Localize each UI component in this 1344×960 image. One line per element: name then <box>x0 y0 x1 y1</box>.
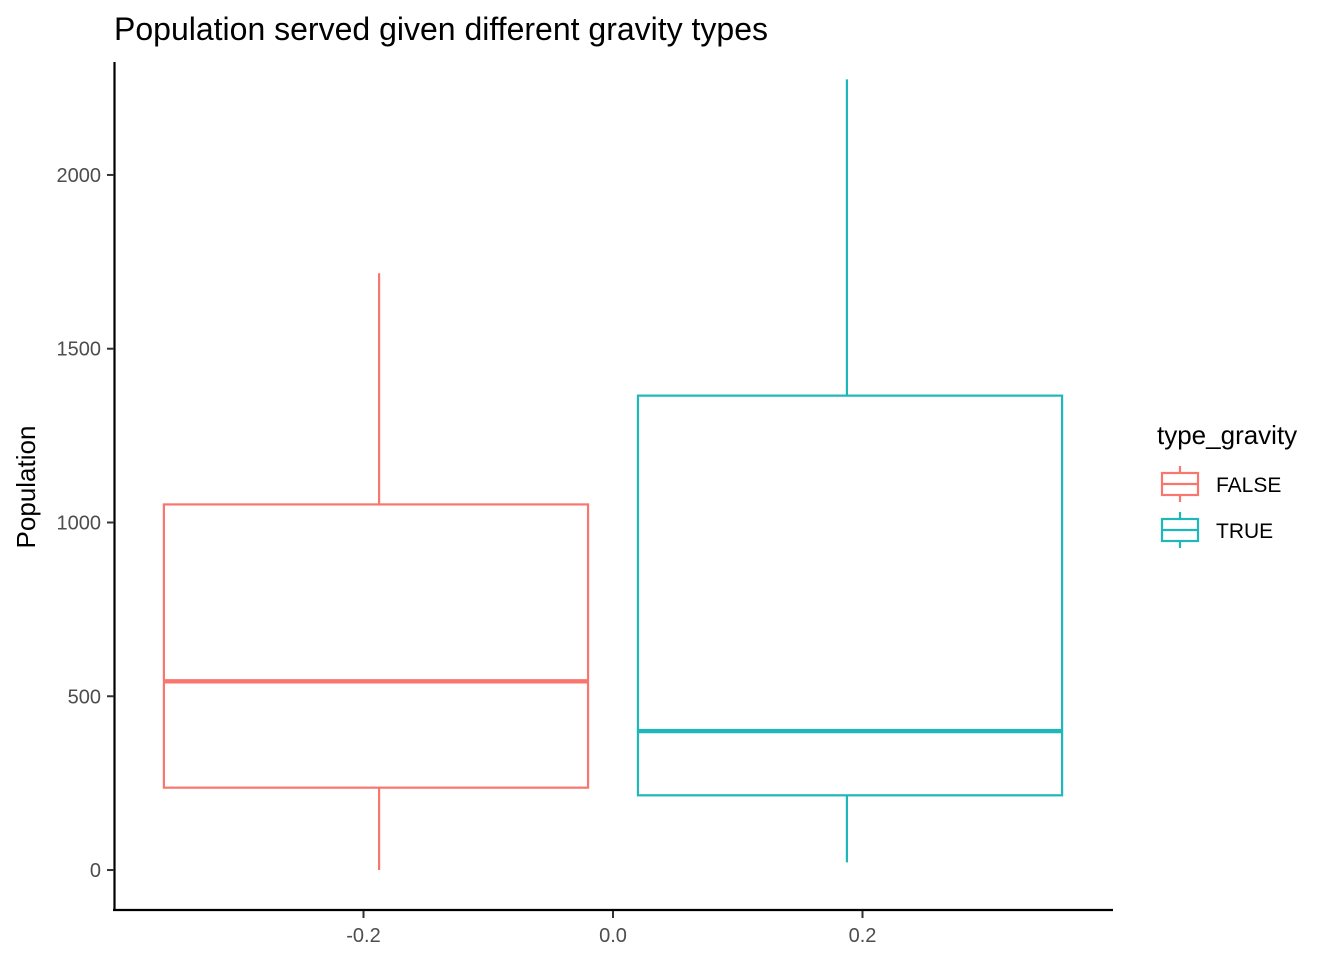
legend-title: type_gravity <box>1157 420 1297 450</box>
legend-label-true: TRUE <box>1216 520 1273 543</box>
legend-label-false: FALSE <box>1216 474 1281 497</box>
legend: FALSE TRUE <box>1160 466 1281 548</box>
chart-title: Population served given different gravit… <box>114 11 768 47</box>
iqr-box-false <box>162 503 590 789</box>
x-tick-label: -0.2 <box>346 925 380 947</box>
y-tick-label: 500 <box>68 686 101 708</box>
y-tick-label: 2000 <box>57 165 102 187</box>
y-tick-label: 1500 <box>57 339 102 361</box>
iqr-box-true <box>636 394 1064 797</box>
axis-ticks: 0 500 1000 1500 2000 -0.2 0.0 0.2 <box>57 165 877 947</box>
y-tick-label: 1000 <box>57 512 102 534</box>
x-tick-label: 0.0 <box>599 925 627 947</box>
plot-area <box>162 79 1064 871</box>
y-axis-title: Population <box>11 426 41 549</box>
box-true <box>636 79 1064 863</box>
x-tick-label: 0.2 <box>849 925 877 947</box>
legend-item-true: TRUE <box>1160 512 1273 548</box>
y-tick-label: 0 <box>90 860 101 882</box>
legend-item-false: FALSE <box>1160 466 1281 502</box>
box-false <box>162 273 590 871</box>
